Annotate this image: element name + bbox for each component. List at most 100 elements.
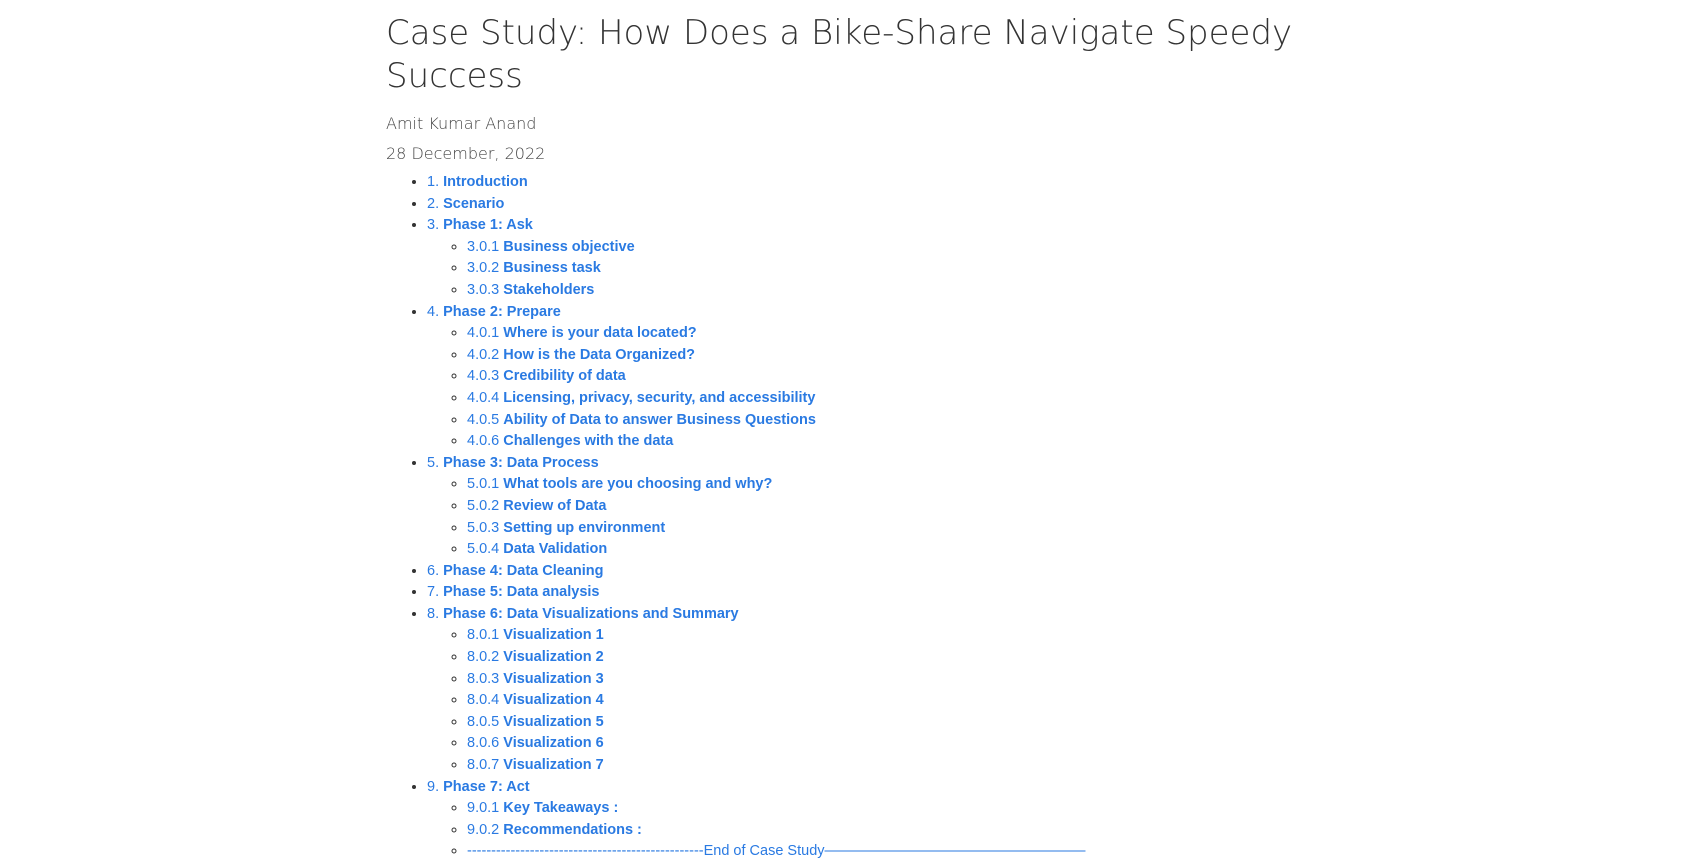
end-of-case-study-text: ----------------------------------------… <box>467 843 1086 860</box>
toc-item: 2. Scenario <box>427 194 1306 216</box>
toc-subitem: 3.0.2 Business task <box>467 258 1306 280</box>
toc-subitem: 4.0.3 Credibility of data <box>467 366 1306 388</box>
toc-link[interactable]: 5.0.2 Review of Data <box>467 498 606 514</box>
toc-subitem: 8.0.6 Visualization 6 <box>467 733 1306 755</box>
toc-title: Licensing, privacy, security, and access… <box>503 389 816 406</box>
toc-title: Phase 6: Data Visualizations and Summary <box>443 605 739 622</box>
toc-subitem: 4.0.1 Where is your data located? <box>467 323 1306 345</box>
toc-number: 4.0.2 <box>467 346 500 363</box>
toc-link[interactable]: 8.0.7 Visualization 7 <box>467 757 604 773</box>
toc-number: 8.0.3 <box>467 670 500 687</box>
toc-title: Visualization 2 <box>503 649 604 666</box>
author: Amit Kumar Anand <box>386 114 537 133</box>
toc-title: Phase 1: Ask <box>443 217 533 234</box>
toc-title: Challenges with the data <box>503 433 674 450</box>
toc-number: 8.0.4 <box>467 692 500 709</box>
toc-number: 5.0.2 <box>467 497 500 514</box>
toc-title: Business objective <box>503 238 635 255</box>
toc-title: Review of Data <box>503 497 607 514</box>
toc-item: 8. Phase 6: Data Visualizations and Summ… <box>427 604 1306 777</box>
toc-subitem: 3.0.3 Stakeholders <box>467 280 1306 302</box>
toc-link[interactable]: 4.0.5 Ability of Data to answer Business… <box>467 412 816 428</box>
toc-number: 4.0.5 <box>467 411 500 428</box>
toc-title: Recommendations : <box>503 821 642 838</box>
toc-subitem: 3.0.1 Business objective <box>467 237 1306 259</box>
toc-title: Credibility of data <box>503 368 626 385</box>
toc-link[interactable]: 9.0.1 Key Takeaways : <box>467 800 618 816</box>
toc-number: 5.0.1 <box>467 476 500 493</box>
toc-number: 9. <box>427 778 440 795</box>
document-page: Case Study: How Does a Bike-Share Naviga… <box>386 0 1306 863</box>
toc-title: Data Validation <box>503 541 608 558</box>
toc-subitem: 4.0.2 How is the Data Organized? <box>467 345 1306 367</box>
toc-number: 3. <box>427 217 440 234</box>
toc-number: 9.0.1 <box>467 800 500 817</box>
toc-link[interactable]: 6. Phase 4: Data Cleaning <box>427 563 603 579</box>
toc-number: 3.0.3 <box>467 281 500 298</box>
toc-title: Key Takeaways : <box>503 800 619 817</box>
toc-link[interactable]: 8.0.6 Visualization 6 <box>467 735 604 751</box>
toc-subitem: 4.0.4 Licensing, privacy, security, and … <box>467 388 1306 410</box>
toc-link[interactable]: 9.0.2 Recommendations : <box>467 822 642 838</box>
toc-link[interactable]: 5. Phase 3: Data Process <box>427 455 599 471</box>
toc-subitem: 9.0.2 Recommendations : <box>467 820 1306 842</box>
toc-title: Phase 2: Prepare <box>443 303 561 320</box>
toc-number: 2. <box>427 195 440 212</box>
toc-subitem: 5.0.1 What tools are you choosing and wh… <box>467 474 1306 496</box>
toc-link[interactable]: 8.0.4 Visualization 4 <box>467 692 604 708</box>
toc-link[interactable]: 3.0.1 Business objective <box>467 239 635 255</box>
toc-link[interactable]: 4.0.3 Credibility of data <box>467 368 626 384</box>
toc-link[interactable]: 8.0.5 Visualization 5 <box>467 714 604 730</box>
toc-subitem: 4.0.6 Challenges with the data <box>467 431 1306 453</box>
toc-number: 5.0.4 <box>467 541 500 558</box>
toc-subitem: 9.0.1 Key Takeaways : <box>467 798 1306 820</box>
toc-link[interactable]: 4.0.4 Licensing, privacy, security, and … <box>467 390 815 406</box>
toc-subitem: 8.0.3 Visualization 3 <box>467 669 1306 691</box>
toc-link[interactable]: 5.0.3 Setting up environment <box>467 520 665 536</box>
toc-title: Setting up environment <box>503 519 666 536</box>
toc-number: 3.0.1 <box>467 238 500 255</box>
toc-title: What tools are you choosing and why? <box>503 476 773 493</box>
toc-title: Visualization 4 <box>503 692 604 709</box>
toc-subitem: 4.0.5 Ability of Data to answer Business… <box>467 410 1306 432</box>
toc-subitem: 8.0.7 Visualization 7 <box>467 755 1306 777</box>
toc-title: Visualization 5 <box>503 713 604 730</box>
toc-number: 1. <box>427 174 440 190</box>
toc-link[interactable]: 8.0.2 Visualization 2 <box>467 649 604 665</box>
toc-title: Visualization 6 <box>503 735 604 752</box>
toc-link[interactable]: 5.0.1 What tools are you choosing and wh… <box>467 476 772 492</box>
toc-link[interactable]: 8.0.3 Visualization 3 <box>467 671 604 687</box>
toc-number: 5. <box>427 454 440 471</box>
toc-link[interactable]: 8. Phase 6: Data Visualizations and Summ… <box>427 606 739 622</box>
toc-link[interactable]: 3. Phase 1: Ask <box>427 217 533 233</box>
toc-title: Business task <box>503 260 601 277</box>
toc-sublist: 4.0.1 Where is your data located? 4.0.2 H… <box>427 323 1306 453</box>
toc-link[interactable]: 9. Phase 7: Act <box>427 779 530 795</box>
toc-link[interactable]: 3.0.2 Business task <box>467 260 601 276</box>
toc-link[interactable]: 4.0.6 Challenges with the data <box>467 433 673 449</box>
toc-item: 5. Phase 3: Data Process 5.0.1 What tools… <box>427 453 1306 561</box>
toc-link[interactable]: 2. Scenario <box>427 196 504 212</box>
toc-subitem: 5.0.4 Data Validation <box>467 539 1306 561</box>
toc-number: 7. <box>427 584 440 601</box>
toc-link[interactable]: 4.0.2 How is the Data Organized? <box>467 347 695 363</box>
toc-subitem: 8.0.4 Visualization 4 <box>467 690 1306 712</box>
toc-link[interactable]: 3.0.3 Stakeholders <box>467 282 594 298</box>
toc-link[interactable]: 8.0.1 Visualization 1 <box>467 627 604 643</box>
toc-title: Visualization 1 <box>503 627 604 644</box>
toc-link[interactable]: 1. Introduction <box>427 174 528 190</box>
toc-link[interactable]: ----------------------------------------… <box>467 843 1086 859</box>
toc-title: Phase 7: Act <box>443 778 530 795</box>
toc-link[interactable]: 4.0.1 Where is your data located? <box>467 325 697 341</box>
toc-sublist: 5.0.1 What tools are you choosing and wh… <box>427 474 1306 560</box>
toc-link[interactable]: 4. Phase 2: Prepare <box>427 304 561 320</box>
toc-subitem: 8.0.5 Visualization 5 <box>467 712 1306 734</box>
toc-link[interactable]: 7. Phase 5: Data analysis <box>427 584 600 600</box>
page-title: Case Study: How Does a Bike-Share Naviga… <box>386 13 1293 96</box>
toc-number: 8. <box>427 605 440 622</box>
toc-title: Visualization 3 <box>503 670 604 687</box>
toc-item: 7. Phase 5: Data analysis <box>427 582 1306 604</box>
toc-item: 9. Phase 7: Act9.0.1 Key Takeaways :9.0.… <box>427 777 1306 863</box>
toc-subitem: 8.0.2 Visualization 2 <box>467 647 1306 669</box>
toc-link[interactable]: 5.0.4 Data Validation <box>467 541 607 557</box>
